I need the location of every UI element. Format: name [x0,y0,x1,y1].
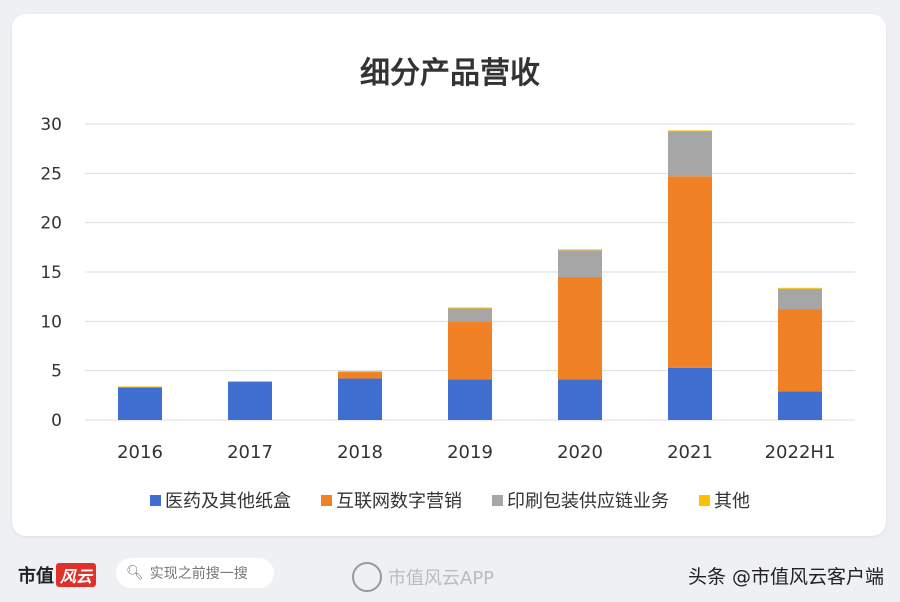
y-tick-label: 5 [51,362,62,382]
bar-segment [228,382,272,420]
bar-segment [778,309,822,392]
bar-segment [448,379,492,420]
search-icon: 🔍︎ [126,565,144,581]
footer: 市值 风云 🔍︎ 实现之前搜一搜 市值风云APP 头条 @市值风云客户端 [0,548,900,598]
x-tick-label: 2017 [227,442,273,463]
legend-swatch [321,494,332,506]
legend-item: 其他 [699,487,750,513]
bar-segment [778,288,822,310]
legend-swatch [492,494,503,506]
bar-chart: 0 5 10 15 20 25 30 2016 2017 2018 2019 2020 2021 2022… [40,115,855,463]
legend-item: 互联网数字营销 [321,487,462,513]
legend-item: 印刷包装供应链业务 [492,487,669,513]
bar-segment [338,371,382,379]
y-tick-label: 15 [40,263,62,283]
bar-segment [338,371,382,373]
legend-label: 互联网数字营销 [336,491,462,512]
bar-segment [558,379,602,420]
chart-card [12,14,886,536]
legend: 医药及其他纸盒 互联网数字营销 印刷包装供应链业务 其他 [0,487,900,513]
y-tick-label: 20 [40,214,62,234]
y-tick-label: 10 [40,312,62,332]
x-tick-label: 2016 [117,442,163,463]
bar-segment [448,308,492,322]
x-tick-label: 2022H1 [765,442,836,463]
bar-segment [118,387,162,420]
app-name: 市值风云APP [388,568,495,589]
chart-title: 细分产品营收 [360,56,540,91]
bar-segment [118,386,162,388]
x-tick-label: 2021 [667,442,713,463]
x-tick-label: 2019 [447,442,493,463]
x-tick-label: 2018 [337,442,383,463]
bar-segment [448,307,492,309]
bar-segment [558,249,602,251]
search-box[interactable]: 🔍︎ 实现之前搜一搜 [116,558,274,588]
bar-segment [558,276,602,380]
bar-segment [558,250,602,277]
bar-segment [338,378,382,420]
logo-mark: 风云 [56,563,97,587]
app-watermark: 市值风云APP [352,562,494,592]
bar-segment [778,391,822,420]
attribution: 头条 @市值风云客户端 [687,566,884,588]
bar-segment [778,287,822,289]
y-tick-label: 30 [40,115,62,135]
legend-swatch [699,494,710,506]
bar-segment [668,367,712,420]
legend-swatch [150,494,161,506]
legend-label: 印刷包装供应链业务 [507,491,669,512]
bar-segment [668,130,712,177]
search-placeholder: 实现之前搜一搜 [149,566,248,582]
y-tick-label: 0 [51,411,62,431]
bar-segment [448,321,492,380]
x-tick-label: 2020 [557,442,603,463]
bar-segment [228,381,272,383]
bar-segment [668,176,712,368]
legend-label: 医药及其他纸盒 [165,491,291,512]
y-tick-label: 25 [40,164,62,184]
legend-item: 医药及其他纸盒 [150,487,291,513]
bar-segment [668,130,712,132]
legend-label: 其他 [714,491,750,512]
app-logo-icon [352,562,382,592]
brand-logo: 市值 风云 [18,562,97,588]
logo-text: 市值 [18,566,54,587]
